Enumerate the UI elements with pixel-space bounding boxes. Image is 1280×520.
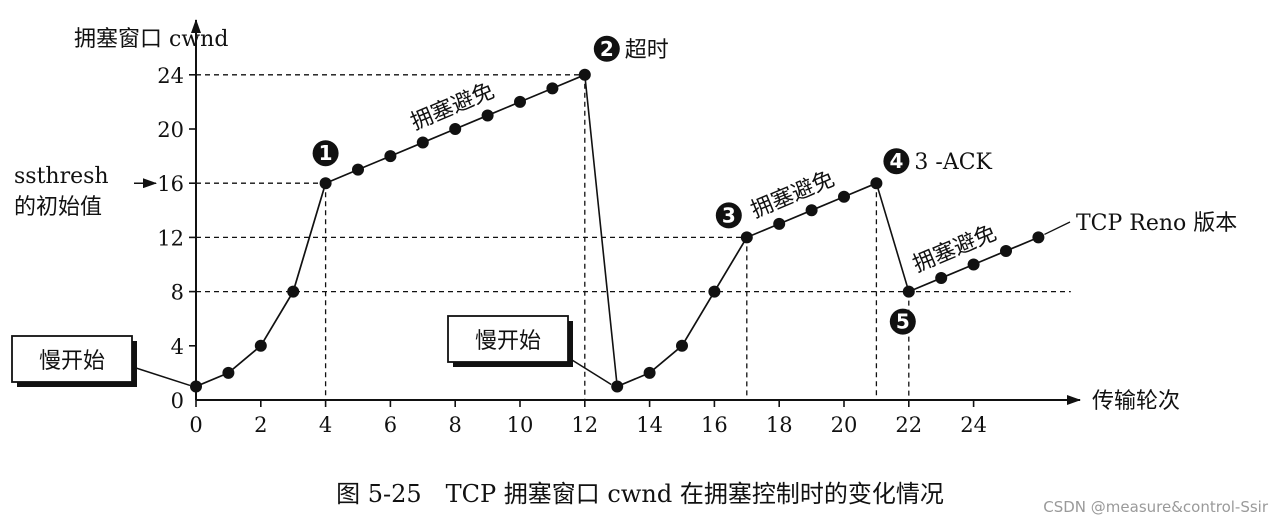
- marker-4-badge: [883, 148, 910, 175]
- marker-1-badge: [312, 140, 339, 167]
- marker-2-badge: [593, 35, 620, 62]
- data-point: [902, 285, 915, 298]
- marker-3-number: 3: [722, 203, 736, 227]
- x-tick-label: 20: [831, 413, 858, 437]
- data-point: [578, 68, 591, 81]
- data-point: [1032, 231, 1045, 244]
- data-point: [708, 285, 721, 298]
- x-tick-label: 18: [766, 413, 793, 437]
- x-tick-label: 10: [507, 413, 534, 437]
- data-point: [287, 285, 300, 298]
- reno-label: TCP Reno 版本: [1076, 211, 1237, 236]
- y-tick-label: 20: [157, 118, 184, 142]
- marker-2-text: 超时: [625, 38, 669, 63]
- data-point: [935, 272, 948, 285]
- data-point: [740, 231, 753, 244]
- y-axis-title: 拥塞窗口 cwnd: [74, 27, 228, 52]
- slow-start-2-pointer: [571, 359, 612, 386]
- data-point: [190, 380, 202, 393]
- data-point: [416, 136, 429, 149]
- marker-5-number: 5: [896, 310, 910, 334]
- marker-2-number: 2: [600, 37, 614, 61]
- marker-1-number: 1: [319, 141, 333, 165]
- y-tick-label: 24: [157, 64, 184, 88]
- x-tick-label: 12: [571, 413, 598, 437]
- y-tick-label: 4: [171, 335, 184, 359]
- figure-caption: 图 5-25 TCP 拥塞窗口 cwnd 在拥塞控制时的变化情况: [336, 480, 944, 508]
- y-tick-label: 16: [157, 172, 184, 196]
- data-point: [773, 217, 786, 230]
- drop-line-2: [875, 182, 910, 292]
- y-tick-label: 8: [171, 281, 184, 305]
- ssthresh-label-2: 的初始值: [14, 195, 102, 220]
- y-tick-label: 12: [157, 226, 184, 250]
- data-point: [514, 95, 526, 108]
- data-point: [838, 190, 850, 203]
- data-point: [449, 123, 462, 135]
- data-point: [254, 339, 267, 352]
- data-point: [384, 150, 397, 163]
- data-point: [222, 366, 235, 379]
- slow-start-1-label: 慢开始: [39, 349, 105, 374]
- marker-4-number: 4: [889, 149, 903, 173]
- data-point: [805, 204, 818, 217]
- drop-line-1: [584, 74, 618, 387]
- marker-3-badge: [715, 202, 742, 229]
- congestion-avoidance-label-2: 拥塞避免: [747, 167, 838, 224]
- data-point: [676, 339, 688, 352]
- ssthresh-label: ssthresh: [14, 164, 109, 189]
- x-tick-label: 16: [701, 413, 728, 437]
- x-tick-label: 6: [384, 413, 397, 437]
- slow-start-1-box: [11, 335, 133, 383]
- watermark: CSDN @measure&control-Ssir: [1043, 498, 1269, 516]
- data-point: [1000, 244, 1012, 257]
- reno-leader: [1044, 221, 1071, 235]
- data-point: [967, 258, 980, 271]
- x-tick-label: 24: [960, 413, 987, 437]
- x-tick-label: 8: [449, 413, 462, 437]
- data-point: [611, 380, 624, 393]
- slow-start-2-label: 慢开始: [475, 329, 541, 354]
- x-tick-label: 2: [254, 413, 267, 437]
- slow-start-1-pointer: [135, 367, 191, 387]
- data-point: [352, 163, 364, 176]
- x-axis-title: 传输轮次: [1092, 389, 1180, 414]
- x-tick-label: 0: [189, 413, 202, 437]
- y-tick-label: 0: [171, 389, 184, 413]
- x-tick-label: 22: [895, 413, 922, 437]
- congestion-avoidance-label-3: 拥塞避免: [909, 221, 1000, 278]
- slow-start-2-box: [447, 315, 569, 363]
- x-tick-label: 14: [636, 413, 663, 437]
- data-point: [319, 177, 332, 190]
- data-point: [643, 366, 656, 379]
- data-point: [481, 109, 494, 122]
- data-point: [546, 82, 559, 95]
- marker-5-badge: [889, 308, 916, 335]
- data-point: [870, 177, 883, 190]
- x-tick-label: 4: [319, 413, 332, 437]
- marker-4-text: 3 -ACK: [914, 150, 992, 175]
